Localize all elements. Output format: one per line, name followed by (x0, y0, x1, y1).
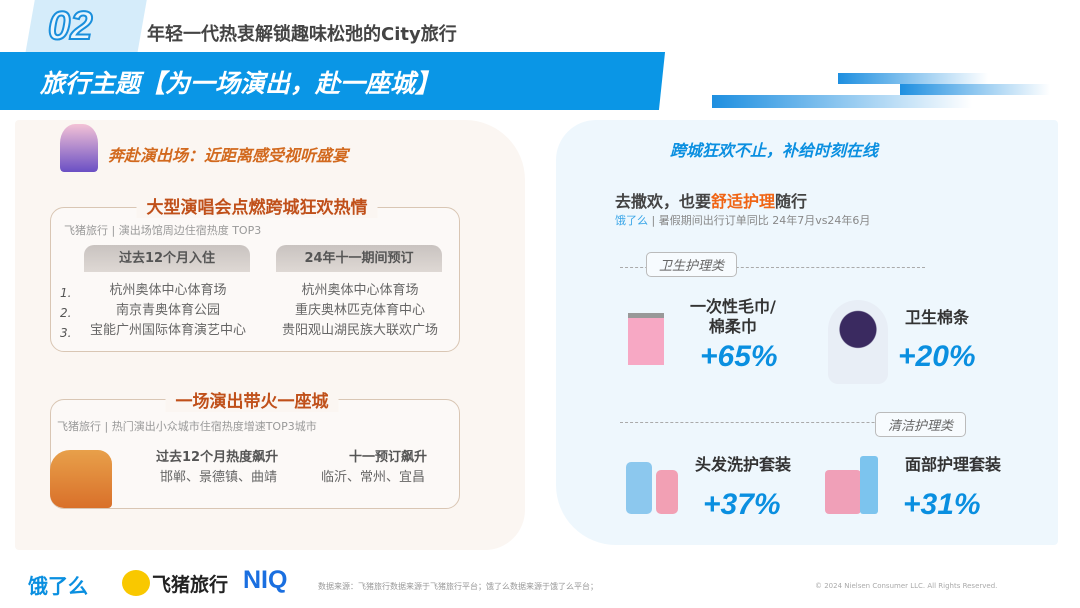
divider (620, 267, 925, 268)
fliggy-mascot-icon (122, 570, 150, 596)
headline-text: 去撒欢，也要 (615, 192, 712, 211)
national-day-venue-list: 杭州奥体中心体育场 重庆奥林匹克体育中心 贵阳观山湖民族大联欢广场 (260, 281, 460, 341)
source-brand: 饿了么 (615, 214, 648, 227)
conditioner-bottle-icon (656, 470, 678, 514)
list-item: 宝能广州国际体育演艺中心 (89, 323, 246, 338)
page-title: 年轻一代热衷解锁趣味松弛的City旅行 (147, 24, 457, 45)
deco-stripe (900, 84, 1050, 95)
right-title: 跨城狂欢不止，补给时刻在线 (670, 141, 879, 160)
copyright: © 2024 Nielsen Consumer LLC. All Rights … (815, 582, 998, 590)
theme-title: 旅行主题【为一场演出，赴一座城】 (40, 69, 441, 98)
tube-icon (860, 456, 878, 514)
right-headline: 去撒欢，也要舒适护理随行 (615, 188, 807, 212)
right-source: 饿了么 | 暑假期间出行订单同比 24年7月vs24年6月 (615, 212, 870, 228)
col-header-past: 过去12个月入住 (84, 245, 250, 272)
item-pct: +37% (703, 488, 781, 521)
list-item: 重庆奥林匹克体育中心 (294, 303, 425, 318)
deco-stripe (712, 95, 972, 108)
city-source: 飞猪旅行 | 热门演出小众城市住宿热度增速TOP3城市 (57, 420, 317, 433)
fliggy-logo: 飞猪旅行 (152, 574, 229, 596)
headline-text: 随行 (775, 192, 808, 211)
rank: 3. (60, 326, 72, 340)
item-name: 面部护理套装 (905, 455, 1002, 474)
city-col2-value: 临沂、常州、宜昌 (321, 470, 426, 485)
city-box-title: 一场演出带火一座城 (165, 387, 339, 412)
city-skyline-icon (50, 450, 112, 508)
shampoo-bottles-icon (626, 462, 652, 514)
city-col1-header: 过去12个月热度飙升 (156, 450, 279, 465)
concert-fan-icon (60, 124, 98, 172)
data-source: 数据来源：飞猪旅行数据来源于飞猪旅行平台；饿了么数据来源于饿了么平台； (318, 582, 598, 591)
list-item: 杭州奥体中心体育场 (301, 283, 419, 298)
list-item: 南京青奥体育公园 (115, 303, 220, 318)
col-header-national-day: 24年十一期间预订 (276, 245, 442, 272)
item-pct: +20% (898, 340, 976, 373)
rank: 1. (60, 286, 72, 300)
eleme-logo: 饿了么 (28, 574, 88, 598)
city-col1-value: 邯郸、景德镇、曲靖 (160, 470, 278, 485)
left-subtitle: 奔赴演出场：近距离感受视听盛宴 (108, 146, 349, 165)
list-item: 杭州奥体中心体育场 (109, 283, 227, 298)
item-name: 头发洗护套装 (695, 455, 792, 474)
category-tag: 卫生护理类 (646, 252, 738, 277)
face-care-icon (825, 470, 861, 514)
deco-stripe (838, 73, 988, 84)
rank: 2. (60, 306, 72, 320)
item-name: 卫生棉条 (905, 308, 970, 327)
rank-list: 1. 2. 3. (60, 283, 71, 343)
item-name: 一次性毛巾/ 棉柔巾 (690, 297, 776, 336)
past-venue-list: 杭州奥体中心体育场 南京青奥体育公园 宝能广州国际体育演艺中心 (68, 281, 268, 341)
city-col2-header: 十一预订飙升 (349, 450, 428, 465)
section-number: 02 (47, 3, 93, 49)
city-box (50, 399, 460, 509)
item-pct: +65% (700, 340, 778, 373)
venue-source: 飞猪旅行 | 演出场馆周边住宿热度 TOP3 (64, 224, 262, 237)
category-tag: 清洁护理类 (875, 412, 967, 437)
headline-highlight: 舒适护理 (711, 192, 776, 211)
source-text: | 暑假期间出行订单同比 24年7月vs24年6月 (648, 214, 871, 227)
woman-icon (828, 300, 888, 384)
venue-box (50, 207, 460, 352)
item-pct: +31% (903, 488, 981, 521)
list-item: 贵阳观山湖民族大联欢广场 (281, 323, 438, 338)
divider (620, 422, 950, 423)
venue-box-title: 大型演唱会点燃跨城狂欢热情 (136, 193, 378, 218)
niq-logo: NIQ (243, 566, 288, 594)
towel-icon (628, 313, 664, 365)
